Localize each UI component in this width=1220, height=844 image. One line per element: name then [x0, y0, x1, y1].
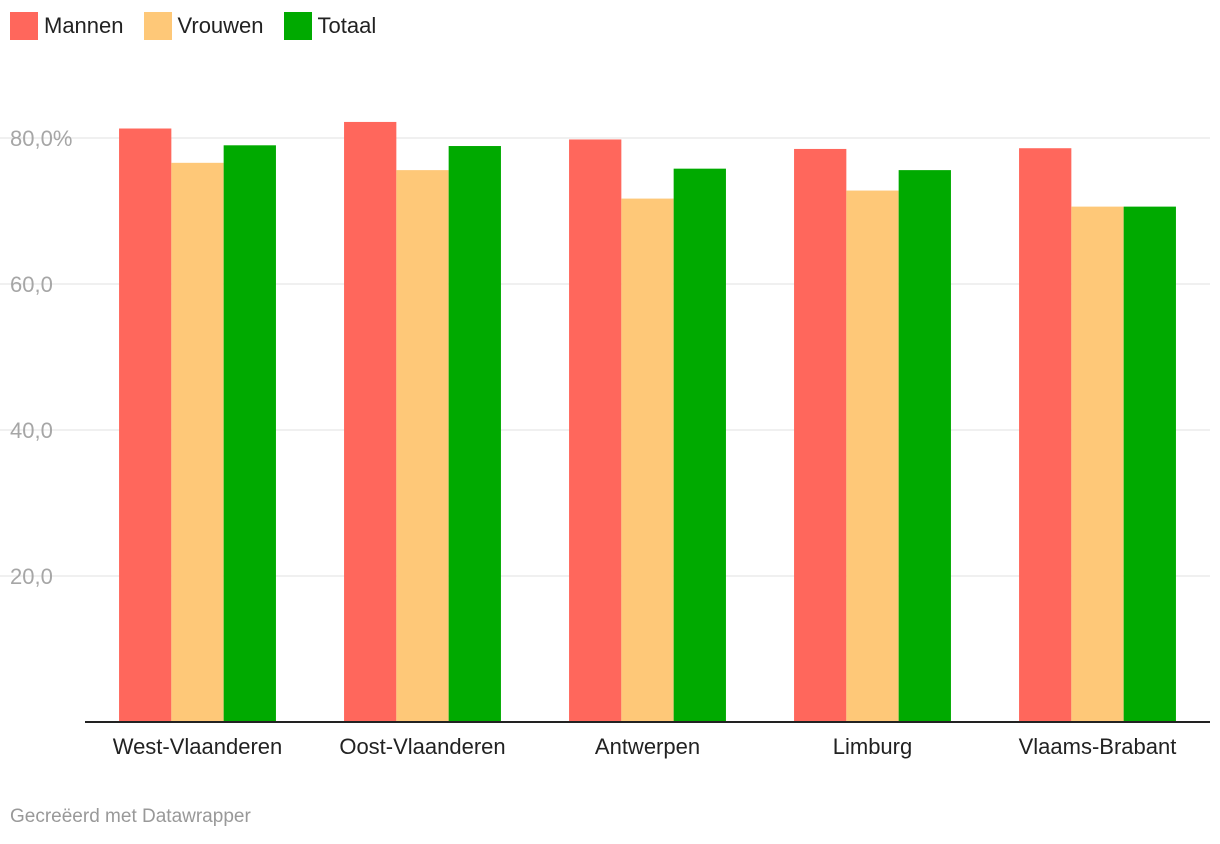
- bar-vrouwen-3: [846, 190, 899, 722]
- bar-totaal-1: [448, 146, 501, 722]
- x-tick-label: Oost-Vlaanderen: [339, 734, 505, 759]
- y-tick-label: 60,0: [10, 272, 53, 297]
- legend-swatch-totaal: [283, 12, 312, 40]
- legend-label-mannen: Mannen: [44, 13, 124, 38]
- chart-legend: Mannen Vrouwen Totaal: [10, 12, 396, 40]
- bar-vrouwen-0: [171, 162, 224, 722]
- x-tick-label: Vlaams-Brabant: [1019, 734, 1177, 759]
- credit-text: Gecreëerd met Datawrapper: [10, 806, 251, 827]
- y-tick-label: 80,0%: [10, 126, 72, 151]
- bar-totaal-4: [1123, 206, 1176, 722]
- legend-label-vrouwen: Vrouwen: [177, 13, 264, 38]
- bar-totaal-2: [673, 168, 726, 722]
- bar-mannen-1: [344, 121, 397, 722]
- bar-mannen-3: [794, 148, 847, 722]
- x-tick-label: West-Vlaanderen: [113, 734, 283, 759]
- legend-swatch-vrouwen: [143, 12, 172, 40]
- legend-item-totaal: Totaal: [283, 12, 377, 40]
- bar-vrouwen-1: [396, 170, 449, 722]
- bar-totaal-0: [223, 145, 276, 723]
- legend-item-vrouwen: Vrouwen: [143, 12, 264, 40]
- bar-chart: 20,0 40,0 60,0 80,0% West-Vlaanderen Oost-Vla…: [0, 121, 1210, 759]
- x-tick-label: Antwerpen: [595, 734, 700, 759]
- legend-swatch-mannen: [10, 12, 38, 40]
- bar-totaal-3: [898, 170, 951, 722]
- x-tick-label: Limburg: [833, 734, 912, 759]
- bar-vrouwen-4: [1071, 206, 1124, 722]
- y-tick-label: 20,0: [10, 564, 53, 589]
- bar-mannen-0: [119, 128, 172, 722]
- legend-item-mannen: Mannen: [10, 12, 124, 40]
- legend-label-totaal: Totaal: [317, 13, 377, 38]
- bar-vrouwen-2: [621, 198, 674, 723]
- bar-mannen-2: [569, 139, 622, 722]
- y-tick-label: 40,0: [10, 418, 53, 443]
- bar-mannen-4: [1019, 148, 1072, 723]
